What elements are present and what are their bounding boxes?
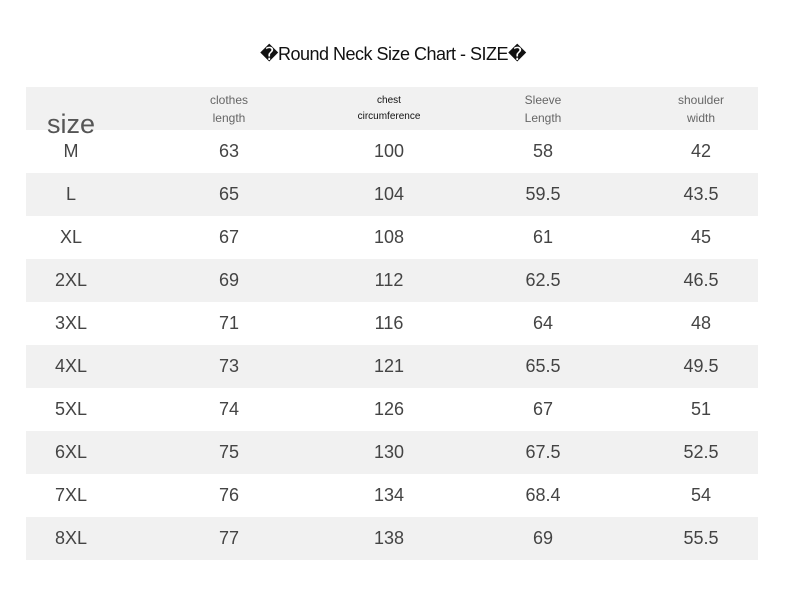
table-cell: 5XL xyxy=(54,399,88,419)
table-row: 8XL 77 138 69 55.5 xyxy=(26,517,758,560)
header-row: size clothes length chest circumference Sle… xyxy=(26,87,758,139)
table-cell: 4XL xyxy=(54,356,88,376)
table-row: 7XL 76 134 68.4 54 xyxy=(26,474,758,517)
header-cell: size xyxy=(46,109,96,139)
table-cell: 121 xyxy=(373,356,405,376)
table-cell: 67 xyxy=(532,399,554,419)
table-cell: 59.5 xyxy=(525,184,561,204)
table-cell: 68.4 xyxy=(525,485,561,505)
table-cell: 67.5 xyxy=(525,442,561,462)
table-cell: 6XL xyxy=(54,442,88,462)
table-cell: 67 xyxy=(218,227,240,247)
table-cell: 52.5 xyxy=(683,442,719,462)
table-cell: 55.5 xyxy=(683,528,719,548)
header-cell: Sleeve Length xyxy=(524,92,562,125)
table-cell: 108 xyxy=(373,227,405,247)
table-cell: 64 xyxy=(532,313,554,333)
table-cell: 116 xyxy=(374,313,404,333)
header-cell: clothes length xyxy=(209,92,249,125)
table-cell: 130 xyxy=(373,442,405,462)
size-table: size clothes length chest circumference Sle… xyxy=(26,87,758,560)
title: �Round Neck Size Chart - SIZE� xyxy=(259,44,527,64)
table-cell: 46.5 xyxy=(683,270,719,290)
table-cell: 42 xyxy=(690,141,712,161)
table-cell: 104 xyxy=(373,184,405,204)
table-cell: 100 xyxy=(373,141,405,161)
table-cell: 3XL xyxy=(54,313,88,333)
table-cell: 49.5 xyxy=(683,356,719,376)
table-row: M 63 100 58 42 xyxy=(26,130,758,173)
table-cell: 63 xyxy=(218,141,240,161)
table-cell: XL xyxy=(59,227,83,247)
table-row: 6XL 75 130 67.5 52.5 xyxy=(26,431,758,474)
table-cell: 62.5 xyxy=(525,270,561,290)
table-cell: 75 xyxy=(218,442,240,462)
table-cell: 48 xyxy=(690,313,712,333)
table-row: XL 67 108 61 45 xyxy=(26,216,758,259)
table-row: 2XL 69 112 62.5 46.5 xyxy=(26,259,758,302)
table-cell: 8XL xyxy=(54,528,88,548)
table-cell: 54 xyxy=(690,485,712,505)
table-cell: M xyxy=(63,141,79,161)
header-cell: chest circumference xyxy=(357,94,421,122)
table-cell: 71 xyxy=(218,313,240,333)
table-cell: 126 xyxy=(373,399,405,419)
table-cell: 58 xyxy=(532,141,554,161)
table-cell: 138 xyxy=(373,528,405,548)
table-cell: 61 xyxy=(532,227,554,247)
table-cell: 45 xyxy=(690,227,712,247)
header-cell: shoulder width xyxy=(677,92,725,125)
table-cell: 76 xyxy=(218,485,240,505)
table-cell: 7XL xyxy=(54,485,88,505)
table-cell: 69 xyxy=(218,270,240,290)
table-row: L 65 104 59.5 43.5 xyxy=(26,173,758,216)
table-cell: 73 xyxy=(218,356,240,376)
table-cell: 134 xyxy=(373,485,405,505)
table-row: 3XL 71 116 64 48 xyxy=(26,302,758,345)
table-cell: 51 xyxy=(690,399,712,419)
table-cell: 112 xyxy=(374,270,404,290)
table-cell: 69 xyxy=(532,528,554,548)
table-cell: 77 xyxy=(218,528,240,548)
table-cell: 43.5 xyxy=(683,184,719,204)
table-cell: 74 xyxy=(218,399,240,419)
table-cell: 65.5 xyxy=(525,356,561,376)
table-cell: L xyxy=(65,184,77,204)
table-row: 4XL 73 121 65.5 49.5 xyxy=(26,345,758,388)
table-row: 5XL 74 126 67 51 xyxy=(26,388,758,431)
table-cell: 65 xyxy=(218,184,240,204)
table-cell: 2XL xyxy=(54,270,88,290)
